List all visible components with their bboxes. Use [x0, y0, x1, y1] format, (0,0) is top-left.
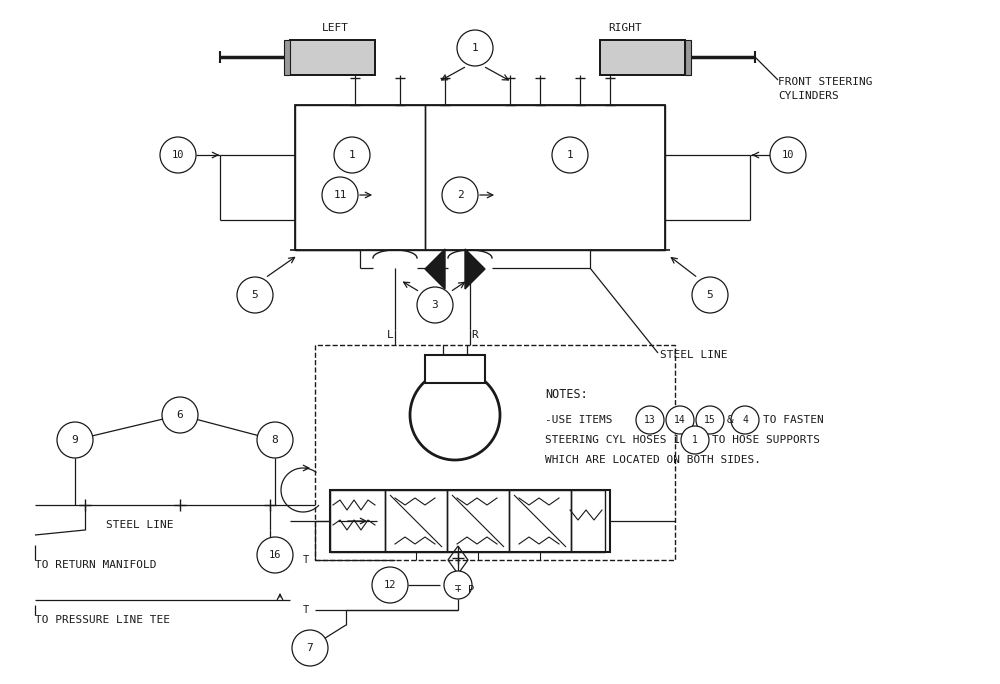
Text: STEEL LINE: STEEL LINE [106, 520, 174, 530]
Circle shape [444, 571, 472, 599]
Text: 6: 6 [177, 410, 183, 420]
Circle shape [666, 406, 694, 434]
Bar [330, 490, 385, 552]
Bar [571, 490, 605, 552]
Bar [425, 105, 665, 250]
Text: 2: 2 [457, 190, 463, 200]
Circle shape [552, 137, 588, 173]
Circle shape [417, 287, 453, 323]
Circle shape [57, 422, 93, 458]
Text: 10: 10 [782, 150, 794, 160]
Bar [447, 490, 509, 552]
Bar [290, 40, 375, 75]
Bar [600, 40, 685, 75]
Circle shape [322, 177, 358, 213]
Text: 12: 12 [384, 580, 396, 590]
Circle shape [770, 137, 806, 173]
Circle shape [257, 422, 293, 458]
Circle shape [442, 177, 478, 213]
Text: &: & [727, 415, 734, 425]
Text: RIGHT: RIGHT [608, 23, 642, 33]
Text: STEEL LINE: STEEL LINE [660, 350, 728, 360]
Text: WHICH ARE LOCATED ON BOTH SIDES.: WHICH ARE LOCATED ON BOTH SIDES. [545, 455, 761, 465]
Text: 1: 1 [472, 43, 478, 53]
Text: TO HOSE SUPPORTS: TO HOSE SUPPORTS [712, 435, 820, 445]
Text: 5: 5 [252, 290, 258, 300]
Bar [600, 40, 685, 75]
Text: –: – [455, 580, 461, 590]
Circle shape [160, 137, 196, 173]
Bar [295, 105, 665, 250]
Text: 14: 14 [674, 415, 686, 425]
Text: P: P [468, 585, 474, 595]
Text: T: T [303, 605, 309, 615]
Circle shape [410, 370, 500, 460]
Text: +: + [455, 584, 461, 594]
Circle shape [692, 277, 728, 313]
Circle shape [237, 277, 273, 313]
Circle shape [681, 426, 709, 454]
Text: LEFT: LEFT [322, 23, 349, 33]
Text: STEERING CYL HOSES 1: STEERING CYL HOSES 1 [545, 435, 680, 445]
Bar [315, 345, 675, 560]
Text: 1: 1 [567, 150, 573, 160]
Text: 5: 5 [707, 290, 713, 300]
Circle shape [292, 630, 328, 666]
Text: L: L [387, 330, 393, 340]
Bar [290, 40, 375, 75]
Text: 10: 10 [172, 150, 184, 160]
Text: 9: 9 [72, 435, 78, 445]
Text: TO FASTEN: TO FASTEN [763, 415, 824, 425]
Text: 1: 1 [692, 435, 698, 445]
Polygon shape [465, 249, 485, 289]
Circle shape [372, 567, 408, 603]
Text: TO RETURN MANIFOLD: TO RETURN MANIFOLD [35, 560, 156, 570]
Text: 16: 16 [269, 550, 281, 560]
Text: CYLINDERS: CYLINDERS [778, 91, 839, 101]
Polygon shape [425, 249, 445, 289]
Circle shape [696, 406, 724, 434]
Text: 15: 15 [704, 415, 716, 425]
Text: NOTES:: NOTES: [545, 389, 588, 402]
Text: 1: 1 [349, 150, 355, 160]
Text: 4: 4 [742, 415, 748, 425]
Bar [685, 40, 691, 75]
Circle shape [636, 406, 664, 434]
Text: 8: 8 [272, 435, 278, 445]
Bar [330, 490, 610, 552]
Bar [295, 105, 425, 250]
Bar [425, 355, 485, 383]
Circle shape [257, 537, 293, 573]
Text: T: T [303, 555, 309, 565]
Circle shape [162, 397, 198, 433]
Text: 3: 3 [432, 300, 438, 310]
Text: 11: 11 [333, 190, 347, 200]
Circle shape [731, 406, 759, 434]
Circle shape [334, 137, 370, 173]
Circle shape [457, 30, 493, 66]
Text: TO PRESSURE LINE TEE: TO PRESSURE LINE TEE [35, 615, 170, 625]
Text: FRONT STEERING: FRONT STEERING [778, 77, 872, 87]
Text: -USE ITEMS: -USE ITEMS [545, 415, 612, 425]
Bar [385, 490, 447, 552]
Bar [284, 40, 290, 75]
Text: 13: 13 [644, 415, 656, 425]
Text: R: R [472, 330, 478, 340]
Text: 7: 7 [307, 643, 313, 653]
Bar [509, 490, 571, 552]
